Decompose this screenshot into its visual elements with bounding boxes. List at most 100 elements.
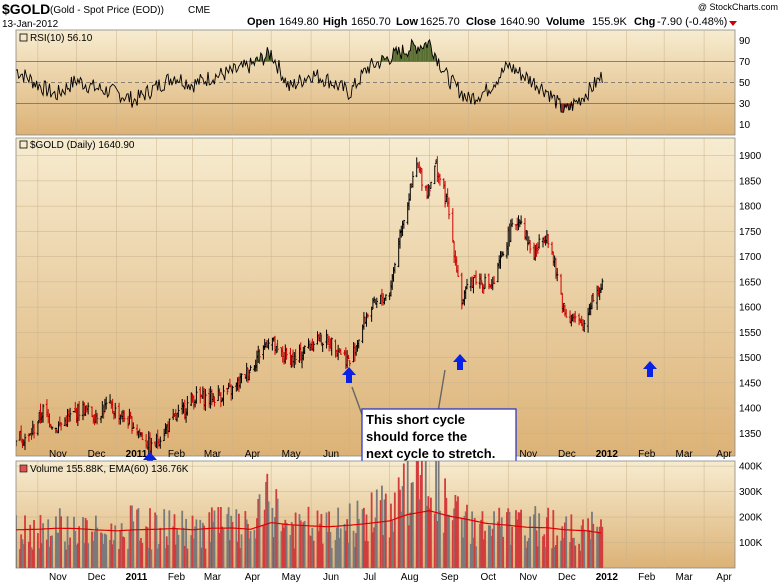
volume-bar <box>219 506 222 568</box>
volume-bar <box>328 511 331 568</box>
volume-bar <box>418 499 421 568</box>
volume-bar <box>272 537 275 568</box>
volume-bar <box>562 537 565 568</box>
volume-bar <box>190 535 193 568</box>
volume-bar <box>146 527 149 568</box>
volume-bar <box>145 526 148 568</box>
volume-bar <box>375 489 378 568</box>
rsi-tick-90: 90 <box>739 36 751 47</box>
cycle-arrow-feb-2011 <box>143 452 157 468</box>
price-tick-1500: 1500 <box>739 353 762 364</box>
volume-bar <box>283 527 285 568</box>
volume-bar <box>363 507 365 568</box>
price-tick-1750: 1750 <box>739 227 762 238</box>
rsi-fill-segment <box>411 39 413 62</box>
volume-bar <box>316 510 319 568</box>
volume-bar <box>221 526 224 568</box>
price-x-tick-0: Nov <box>49 449 67 460</box>
volume-bar <box>307 506 310 568</box>
volume-bar <box>493 511 495 568</box>
volume-bar <box>258 494 261 568</box>
price-tick-1550: 1550 <box>739 328 762 339</box>
volume-bar <box>240 534 243 568</box>
volume-bar <box>173 514 176 568</box>
volume-bar <box>47 519 50 568</box>
volume-bar <box>67 544 70 568</box>
volume-bar <box>430 497 432 568</box>
volume-bar <box>556 535 559 568</box>
volume-bar <box>58 508 61 568</box>
volume-bar <box>499 526 502 568</box>
header-date: 13-Jan-2012 <box>2 19 59 30</box>
rsi-line <box>16 38 603 113</box>
volume-bar <box>141 542 144 568</box>
volume-x-tick-17: Apr <box>716 572 732 583</box>
volume-bar <box>253 529 256 568</box>
volume-bar <box>373 527 376 568</box>
volume-bar <box>397 477 400 568</box>
volume-bar <box>230 515 233 568</box>
volume-bar <box>517 512 520 568</box>
volume-bar <box>320 513 323 568</box>
volume-bar <box>524 535 526 568</box>
volume-bar <box>93 531 96 568</box>
cycle-arrow-mar-2012 <box>643 361 657 377</box>
volume-bar <box>199 519 202 568</box>
volume-bar <box>334 539 337 568</box>
cycle-arrow-jul <box>342 367 356 383</box>
volume-bar <box>57 532 60 568</box>
volume-bar <box>381 485 383 568</box>
price-bars <box>16 156 604 456</box>
volume-bar <box>245 519 248 568</box>
volume-bar <box>284 519 287 568</box>
volume-bar <box>167 545 169 568</box>
volume-bar <box>110 523 113 568</box>
volume-y-axis: 400K 300K 200K 100K <box>739 462 763 549</box>
volume-tick-3: 100K <box>739 538 763 549</box>
volume-bar <box>20 534 23 568</box>
volume-bar <box>231 521 234 568</box>
rsi-fill-segment <box>267 47 269 62</box>
volume-bar <box>338 538 341 568</box>
rsi-fill-segment <box>420 45 422 62</box>
volume-bar <box>226 514 229 568</box>
volume-bar <box>267 501 270 568</box>
price-x-tick-7: Jun <box>323 449 339 460</box>
volume-bar <box>400 511 403 568</box>
price-tick-1800: 1800 <box>739 202 762 213</box>
volume-bar <box>119 530 122 568</box>
volume-bar <box>281 523 284 568</box>
price-tick-1350: 1350 <box>739 429 762 440</box>
volume-bar <box>302 522 305 568</box>
volume-bar <box>87 543 90 568</box>
price-y-axis: 1900 1850 1800 1750 1700 1650 1600 1550 1500 1450… <box>739 151 762 440</box>
header-watermark: @ StockCharts.com <box>698 2 778 12</box>
rsi-y-axis: 90 70 50 30 10 <box>739 36 751 131</box>
price-x-tick-13: Dec <box>558 449 576 460</box>
volume-bar <box>527 538 530 568</box>
volume-bar <box>457 496 459 568</box>
volume-bar <box>165 536 168 568</box>
volume-bar <box>410 482 413 568</box>
volume-bar <box>529 516 532 568</box>
volume-bar <box>361 509 364 568</box>
volume-bar <box>482 539 485 568</box>
volume-bar <box>172 526 175 568</box>
volume-bar <box>82 517 84 568</box>
volume-bar <box>276 498 279 568</box>
volume-bar <box>542 536 544 568</box>
volume-bar <box>60 516 62 568</box>
volume-bar <box>574 545 577 568</box>
volume-bar <box>433 513 436 568</box>
rsi-fill-segment <box>409 50 411 62</box>
volume-bar <box>497 521 499 568</box>
header-description: (Gold - Spot Price (EOD)) <box>50 5 164 16</box>
volume-bar <box>156 548 159 568</box>
volume-bar <box>311 527 314 568</box>
volume-bar <box>24 515 26 568</box>
volume-bar <box>600 519 602 568</box>
volume-bar <box>150 549 153 568</box>
volume-bar <box>587 518 590 568</box>
volume-bar <box>445 497 448 568</box>
ohlc-chg-label: Chg <box>634 16 655 28</box>
